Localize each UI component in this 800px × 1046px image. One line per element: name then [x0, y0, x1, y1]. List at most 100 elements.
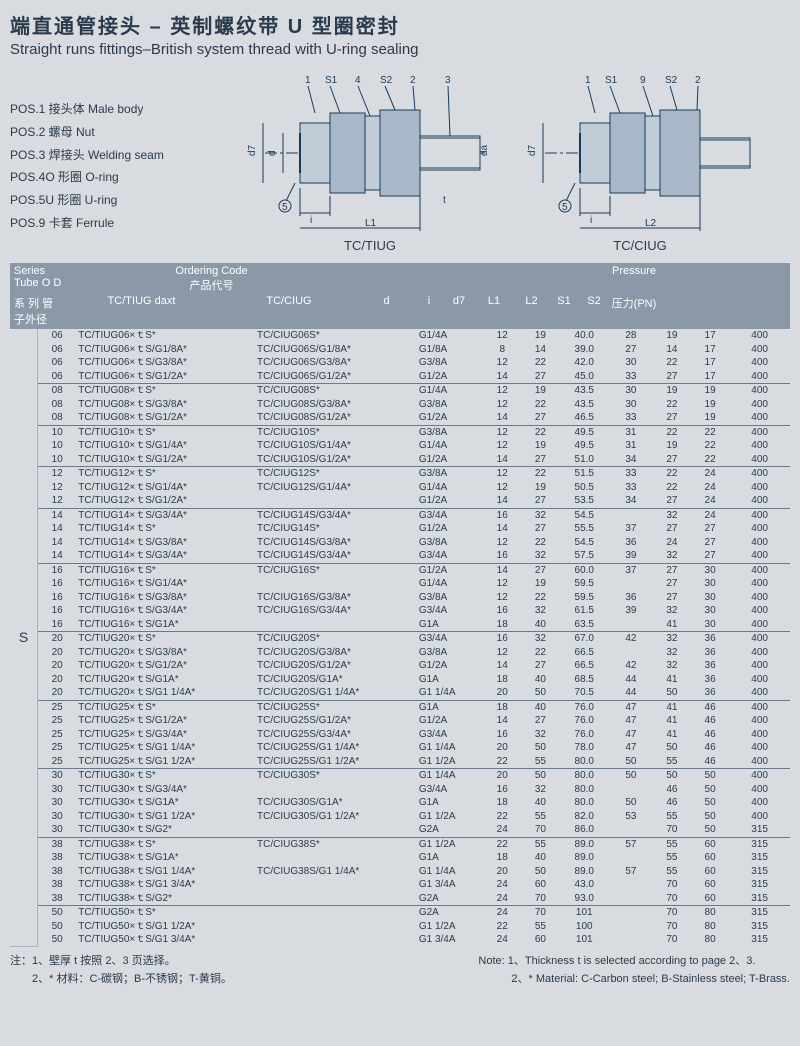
cell-S1: 14: [653, 343, 691, 357]
cell-pn: 400: [729, 604, 790, 618]
cell-i: 14: [483, 714, 521, 728]
cell-tiug: TC/TIUG14×ｔS/G3/4A*: [76, 549, 255, 563]
cell-S1: 27: [653, 370, 691, 384]
cell-od: 25: [38, 755, 77, 769]
cell-d7: 27: [521, 494, 559, 508]
cell-S2: 50: [691, 796, 729, 810]
cell-od: 38: [38, 878, 77, 892]
cell-S1: 27: [653, 577, 691, 591]
cell-ciug: TC/CIUG08S*: [255, 384, 417, 398]
cell-d7: 27: [521, 563, 559, 577]
cell-i: 12: [483, 646, 521, 660]
table-row: 20TC/TIUG20×ｔS/G1 1/4A*TC/CIUG20S/G1 1/4…: [10, 686, 790, 700]
cell-ciug: TC/CIUG38S*: [255, 837, 417, 851]
cell-d: G1A: [417, 618, 483, 632]
th-L2: L2: [514, 295, 549, 327]
cell-tiug: TC/TIUG25×ｔS/G3/4A*: [76, 728, 255, 742]
cell-ciug: [255, 892, 417, 906]
svg-text:2: 2: [695, 75, 701, 86]
cell-S1: 55: [653, 755, 691, 769]
cell-i: 12: [483, 329, 521, 343]
cell-pn: 400: [729, 453, 790, 467]
cell-tiug: TC/TIUG38×ｔS/G1A*: [76, 851, 255, 865]
cell-L1: 80.0: [560, 755, 609, 769]
cell-ciug: TC/CIUG25S*: [255, 700, 417, 714]
cell-S2: 36: [691, 673, 729, 687]
cell-S2: 19: [691, 384, 729, 398]
cell-od: 20: [38, 646, 77, 660]
cell-d7: 40: [521, 851, 559, 865]
cell-L2: 53: [609, 810, 653, 824]
cell-d: G3/8A: [417, 398, 483, 412]
cell-tiug: TC/TIUG16×ｔS/G1/4A*: [76, 577, 255, 591]
cell-od: 25: [38, 700, 77, 714]
cell-i: 14: [483, 411, 521, 425]
cell-L1: 43.0: [560, 878, 609, 892]
svg-text:3: 3: [445, 75, 451, 86]
cell-L1: 51.0: [560, 453, 609, 467]
cell-tiug: TC/TIUG10×ｔS/G1/2A*: [76, 453, 255, 467]
cell-L2: [609, 892, 653, 906]
cell-ciug: TC/CIUG25S/G3/4A*: [255, 728, 417, 742]
cell-d: G3/8A: [417, 646, 483, 660]
cell-tiug: TC/TIUG06×ｔS/G1/8A*: [76, 343, 255, 357]
cell-pn: 400: [729, 673, 790, 687]
cell-d: G1/2A: [417, 659, 483, 673]
cell-ciug: TC/CIUG14S/G3/8A*: [255, 536, 417, 550]
cell-pn: 400: [729, 411, 790, 425]
cell-ciug: [255, 494, 417, 508]
cell-L2: 50: [609, 769, 653, 783]
cell-tiug: TC/TIUG30×ｔS/G3/4A*: [76, 783, 255, 797]
cell-L1: 59.5: [560, 577, 609, 591]
cell-d7: 55: [521, 755, 559, 769]
cell-L2: 42: [609, 632, 653, 646]
cell-L1: 54.5: [560, 508, 609, 522]
th-L1: L1: [474, 295, 514, 327]
cell-S1: 55: [653, 810, 691, 824]
cell-L1: 53.5: [560, 494, 609, 508]
cell-tiug: TC/TIUG30×ｔS/G1 1/2A*: [76, 810, 255, 824]
cell-i: 24: [483, 906, 521, 920]
cell-S2: 60: [691, 837, 729, 851]
cell-S1: 70: [653, 823, 691, 837]
svg-text:1: 1: [585, 75, 591, 86]
cell-S1: 70: [653, 892, 691, 906]
table-row: 10TC/TIUG10×ｔS/G1/4A*TC/CIUG10S/G1/4A*G1…: [10, 439, 790, 453]
cell-d7: 22: [521, 536, 559, 550]
cell-L1: 43.5: [560, 384, 609, 398]
svg-text:i: i: [590, 215, 592, 226]
cell-S1: 22: [653, 425, 691, 439]
cell-S1: 41: [653, 618, 691, 632]
cell-pn: 315: [729, 906, 790, 920]
cell-pn: 400: [729, 686, 790, 700]
table-row: 12TC/TIUG12×ｔS/G1/4A*TC/CIUG12S/G1/4A*G1…: [10, 481, 790, 495]
cell-d7: 40: [521, 618, 559, 632]
cell-i: 12: [483, 398, 521, 412]
th-ordering: Ordering Code产品代号: [64, 265, 359, 293]
cell-tiug: TC/TIUG14×ｔS*: [76, 522, 255, 536]
cell-d7: 70: [521, 906, 559, 920]
cell-od: 10: [38, 439, 77, 453]
cell-ciug: [255, 783, 417, 797]
pos-item: POS.9 卡套 Ferrule: [10, 212, 190, 235]
cell-d7: 22: [521, 425, 559, 439]
cell-S1: 19: [653, 329, 691, 343]
note-cn2: 2、* 材料：C-碳钢；B-不锈钢；T-黄铜。: [10, 971, 232, 989]
cell-i: 16: [483, 508, 521, 522]
cell-od: 06: [38, 329, 77, 343]
cell-od: 14: [38, 536, 77, 550]
cell-d7: 50: [521, 865, 559, 879]
cell-d7: 14: [521, 343, 559, 357]
cell-L2: 30: [609, 398, 653, 412]
notes: 注：1、壁厚 t 按照 2、3 页选择。 2、* 材料：C-碳钢；B-不锈钢；T…: [10, 953, 790, 988]
cell-L1: 100: [560, 920, 609, 934]
cell-pn: 400: [729, 563, 790, 577]
cell-S2: 60: [691, 892, 729, 906]
cell-ciug: TC/CIUG06S*: [255, 329, 417, 343]
cell-i: 18: [483, 700, 521, 714]
cell-L1: 51.5: [560, 467, 609, 481]
cell-d: G1A: [417, 796, 483, 810]
cell-d7: 50: [521, 741, 559, 755]
table-row: 20TC/TIUG20×ｔS/G3/8A*TC/CIUG20S/G3/8A*G3…: [10, 646, 790, 660]
cell-S2: 50: [691, 783, 729, 797]
